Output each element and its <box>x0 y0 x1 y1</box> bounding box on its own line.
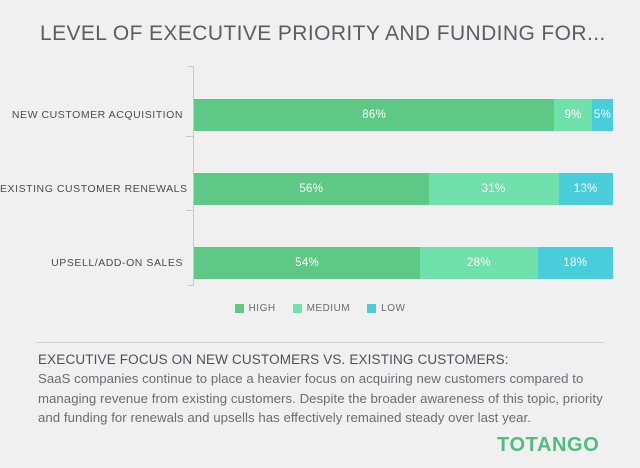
bar-segment-value: 5% <box>593 109 612 121</box>
legend-item-high[interactable]: HIGH <box>234 303 276 314</box>
footer-body: SaaS companies continue to place a heavi… <box>38 371 603 425</box>
y-axis-line <box>193 66 194 286</box>
legend-label: MEDIUM <box>306 303 351 314</box>
chart-plot-area: NEW CUSTOMER ACQUISITION 86% 9% 5% EXISTIN… <box>0 66 640 286</box>
y-axis-cap-top <box>188 66 194 67</box>
bar-segment-low: 13% <box>558 173 613 205</box>
footer-heading: EXECUTIVE FOCUS ON NEW CUSTOMERS VS. EXI… <box>38 352 509 367</box>
stacked-bar: 54% 28% 18% <box>194 247 613 279</box>
chart-title: LEVEL OF EXECUTIVE PRIORITY AND FUNDING … <box>40 22 606 45</box>
bar-segment-value: 56% <box>299 183 324 195</box>
bar-segment-value: 13% <box>573 183 598 195</box>
stacked-bar: 56% 31% 13% <box>194 173 613 205</box>
bar-segment-value: 86% <box>362 109 387 121</box>
bar-segment-value: 9% <box>564 109 582 121</box>
section-divider <box>36 342 604 343</box>
category-label: EXISTING CUSTOMER RENEWALS <box>0 183 188 195</box>
legend-swatch-icon <box>292 304 302 313</box>
legend-label: HIGH <box>248 303 276 314</box>
legend-swatch-icon <box>234 304 244 313</box>
bar-segment-value: 31% <box>481 183 506 195</box>
bar-segment-value: 54% <box>295 257 320 269</box>
bar-segment-high: 54% <box>194 247 421 279</box>
bar-segment-value: 28% <box>466 257 491 269</box>
footer-text-block: EXECUTIVE FOCUS ON NEW CUSTOMERS VS. EXI… <box>38 352 614 428</box>
stacked-bar: 86% 9% 5% <box>194 99 613 131</box>
chart-row: NEW CUSTOMER ACQUISITION 86% 9% 5% <box>0 99 640 131</box>
category-label: UPSELL/ADD-ON SALES <box>51 257 183 269</box>
bar-segment-high: 86% <box>194 99 555 131</box>
legend-item-low[interactable]: LOW <box>367 303 405 314</box>
legend-label: LOW <box>381 303 406 314</box>
legend-swatch-icon <box>367 304 377 313</box>
y-axis-cap-bottom <box>188 285 194 286</box>
bar-segment-medium: 9% <box>554 99 593 131</box>
chart-row: UPSELL/ADD-ON SALES 54% 28% 18% <box>0 247 640 279</box>
bar-segment-low: 5% <box>592 99 613 131</box>
bar-segment-medium: 28% <box>420 247 538 279</box>
bar-segment-medium: 31% <box>428 173 559 205</box>
bar-segment-low: 18% <box>537 247 613 279</box>
chart-legend: HIGH MEDIUM LOW <box>0 303 640 314</box>
chart-row: EXISTING CUSTOMER RENEWALS 56% 31% 13% <box>0 173 640 205</box>
bar-segment-value: 18% <box>563 257 588 269</box>
category-label: NEW CUSTOMER ACQUISITION <box>11 109 183 121</box>
y-axis-tick-2 <box>186 210 194 211</box>
legend-item-medium[interactable]: MEDIUM <box>292 303 351 314</box>
y-axis-tick-1 <box>186 136 194 137</box>
bar-segment-high: 56% <box>194 173 429 205</box>
totango-logo: TOTANGO <box>497 434 600 456</box>
